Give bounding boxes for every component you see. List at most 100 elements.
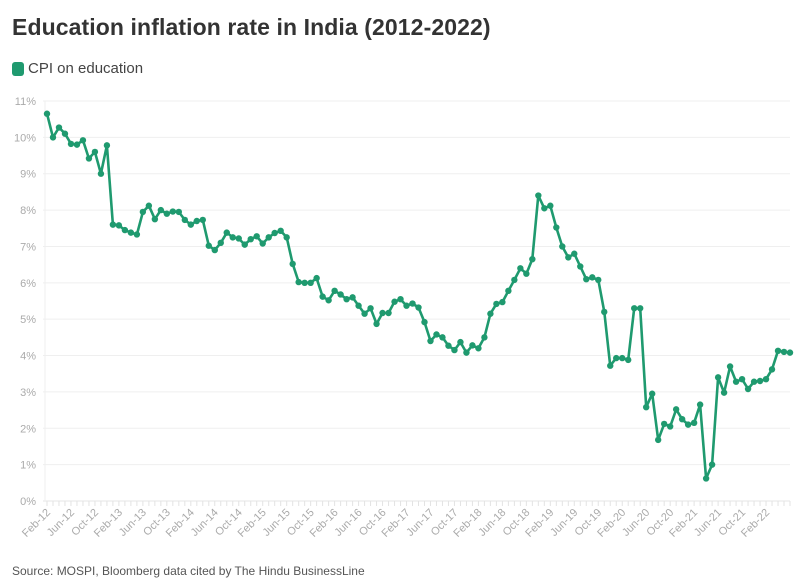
data-point xyxy=(217,239,224,247)
line-chart: 0% 1% 2% 3% 4% 5% 6% 7% 8% 9% 10% 11% Feb-12Jun-12O… xyxy=(14,96,794,540)
legend: CPI on education xyxy=(12,60,143,77)
data-point xyxy=(409,300,416,307)
data-point xyxy=(690,419,698,427)
data-point xyxy=(145,202,153,209)
y-tick-label: 9% xyxy=(20,169,36,181)
y-axis-ticks: 0% 1% 2% 3% 4% 5% 6% 7% 8% 9% 10% 11% xyxy=(14,96,36,508)
data-point xyxy=(385,309,392,317)
data-point xyxy=(750,378,758,385)
data-point xyxy=(678,415,686,423)
data-point xyxy=(559,243,566,250)
data-point xyxy=(175,208,183,216)
data-point xyxy=(726,363,734,370)
data-point xyxy=(133,231,141,238)
source-note: Source: MOSPI, Bloomberg data cited by T… xyxy=(12,564,365,578)
y-tick-label: 0% xyxy=(20,496,36,508)
data-point xyxy=(451,346,458,354)
data-point xyxy=(373,320,380,328)
data-point xyxy=(295,278,302,286)
data-point xyxy=(439,334,446,341)
data-point xyxy=(481,334,488,341)
data-point xyxy=(403,302,410,309)
data-point xyxy=(361,310,368,317)
data-point xyxy=(684,421,692,428)
data-point xyxy=(469,342,476,349)
y-tick-label: 4% xyxy=(20,351,36,363)
data-point xyxy=(49,134,57,141)
y-tick-label: 10% xyxy=(14,132,36,144)
data-point xyxy=(349,294,356,301)
data-point xyxy=(229,234,236,241)
data-point xyxy=(103,142,111,149)
data-point xyxy=(613,354,620,362)
data-point xyxy=(744,385,752,393)
data-point xyxy=(199,216,206,224)
data-point xyxy=(648,390,656,397)
data-point xyxy=(391,298,398,305)
data-point xyxy=(535,192,542,199)
data-point xyxy=(589,274,596,281)
data-point xyxy=(241,241,248,248)
data-point xyxy=(625,356,632,364)
data-point xyxy=(343,295,350,303)
data-point xyxy=(505,287,512,295)
data-point xyxy=(367,305,374,312)
data-point xyxy=(607,362,614,369)
data-point xyxy=(774,347,782,355)
chart-title: Education inflation rate in India (2012-… xyxy=(12,14,491,40)
data-point xyxy=(73,141,81,148)
data-point xyxy=(619,354,626,362)
data-point xyxy=(511,276,518,284)
data-point xyxy=(91,148,99,156)
data-point xyxy=(319,293,326,300)
data-point xyxy=(577,263,584,270)
y-tick-label: 8% xyxy=(20,205,36,217)
data-point xyxy=(169,208,177,215)
y-tick-label: 7% xyxy=(20,241,36,253)
data-point xyxy=(325,297,332,304)
data-point xyxy=(768,366,776,373)
data-point xyxy=(565,254,572,261)
data-point xyxy=(331,287,338,295)
series-cpi-education xyxy=(43,110,794,482)
data-point xyxy=(277,227,284,235)
data-point xyxy=(151,215,159,223)
data-point xyxy=(631,305,638,312)
data-point xyxy=(271,229,278,237)
data-point xyxy=(714,374,722,381)
data-point xyxy=(517,265,524,272)
data-point xyxy=(307,279,314,287)
data-point xyxy=(97,170,105,177)
y-tick-label: 3% xyxy=(20,387,36,399)
data-point xyxy=(283,234,290,241)
gridlines xyxy=(43,100,790,502)
data-point xyxy=(379,309,386,317)
data-point xyxy=(61,130,69,137)
data-point xyxy=(223,229,230,236)
data-point xyxy=(397,295,404,303)
data-point xyxy=(79,137,87,144)
data-point xyxy=(475,345,482,352)
data-point xyxy=(666,423,674,430)
x-axis: Feb-12Jun-12Oct-12Feb-13Jun-13Oct-13Feb-… xyxy=(20,501,791,540)
data-point xyxy=(247,235,254,243)
data-point xyxy=(583,275,590,283)
data-point xyxy=(187,221,195,228)
legend-label-cpi-education: CPI on education xyxy=(28,60,144,77)
data-point xyxy=(235,235,242,242)
data-point xyxy=(708,461,716,468)
data-point xyxy=(637,305,644,312)
data-point xyxy=(463,349,470,356)
data-point xyxy=(487,310,494,317)
data-point xyxy=(672,406,680,413)
data-point xyxy=(493,300,500,308)
data-point xyxy=(541,205,548,212)
data-point xyxy=(415,304,422,311)
data-point xyxy=(499,298,506,306)
data-point xyxy=(253,233,260,240)
data-point xyxy=(642,403,650,411)
data-point xyxy=(211,246,218,254)
data-point xyxy=(355,302,362,309)
data-point xyxy=(457,338,464,346)
data-point xyxy=(421,318,428,326)
